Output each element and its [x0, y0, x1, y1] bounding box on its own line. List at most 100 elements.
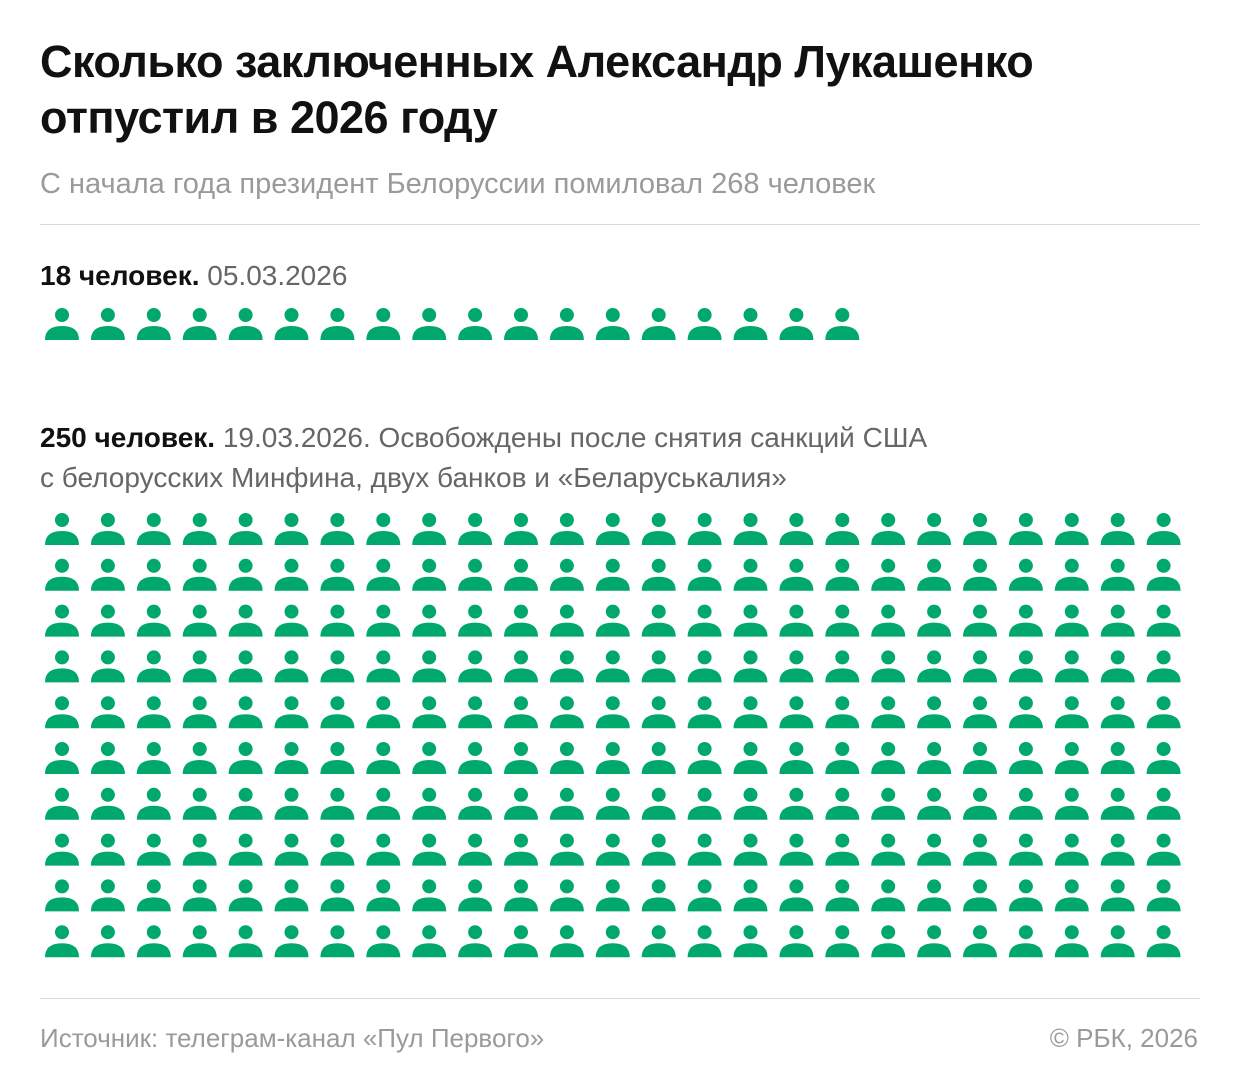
person-icon [825, 604, 860, 637]
person-icon [1100, 650, 1135, 683]
person-icon [90, 742, 125, 774]
person-icon [595, 604, 630, 637]
person-icon [779, 787, 814, 820]
person-icon [871, 513, 906, 545]
person-icon [917, 650, 952, 683]
person-icon [182, 558, 217, 591]
person-icon [733, 696, 768, 729]
person-icon [45, 696, 79, 729]
group-1-date: 05.03.2026 [207, 260, 348, 291]
person-icon [458, 308, 493, 340]
person-icon [779, 879, 814, 912]
person-icon [366, 308, 401, 340]
person-icon [228, 696, 263, 729]
person-icon [504, 604, 538, 637]
person-icon [687, 558, 722, 591]
person-icon [274, 308, 309, 340]
person-icon [136, 513, 171, 545]
person-icon [412, 833, 447, 866]
person-icon [595, 742, 630, 774]
top-divider [40, 224, 1200, 225]
person-icon [733, 833, 768, 866]
person-icon [825, 833, 860, 866]
person-icon [182, 787, 217, 820]
person-icon [90, 650, 125, 683]
person-icon [412, 925, 447, 958]
chart-title: Сколько заключенных Александр Лукашенко … [40, 36, 1034, 143]
person-icon [549, 787, 584, 820]
person-icon [366, 833, 401, 866]
person-icon [1146, 650, 1181, 683]
person-icon [1054, 513, 1089, 545]
person-icon [320, 696, 355, 729]
person-icon [136, 696, 171, 729]
person-icon [963, 925, 997, 958]
person-icon [825, 879, 860, 912]
person-icon [366, 925, 401, 958]
person-icon [963, 879, 997, 912]
person-icon [1008, 650, 1043, 683]
person-icon [1100, 742, 1135, 774]
person-icon [917, 742, 952, 774]
person-icon [504, 833, 538, 866]
person-icon [1054, 833, 1089, 866]
person-icon [504, 742, 538, 774]
person-icon [1100, 925, 1135, 958]
person-icon [871, 925, 906, 958]
person-icon [136, 650, 171, 683]
person-icon [917, 833, 952, 866]
person-icon [320, 650, 355, 683]
person-icon [1146, 513, 1181, 545]
person-icon [917, 787, 952, 820]
person-icon [779, 308, 814, 340]
person-icon [458, 558, 493, 591]
person-icon [687, 696, 722, 729]
person-icon [320, 604, 355, 637]
person-icon [274, 879, 309, 912]
person-icon [504, 787, 538, 820]
person-icon [595, 650, 630, 683]
person-icon [1008, 742, 1043, 774]
person-icon [182, 696, 217, 729]
person-icon [228, 787, 263, 820]
person-icon [1054, 742, 1089, 774]
person-icon [733, 742, 768, 774]
person-icon [687, 604, 722, 637]
person-icon [1100, 558, 1135, 591]
bottom-divider [40, 998, 1200, 999]
person-icon [871, 650, 906, 683]
person-icon [136, 833, 171, 866]
person-icon [320, 513, 355, 545]
person-icon [1100, 604, 1135, 637]
person-icon [274, 696, 309, 729]
person-icon [825, 308, 860, 340]
person-icon [1146, 879, 1181, 912]
person-icon [136, 742, 171, 774]
person-icon [549, 879, 584, 912]
person-icon [320, 833, 355, 866]
person-icon [733, 787, 768, 820]
person-icon [504, 879, 538, 912]
person-icon [549, 833, 584, 866]
group-2-note: 19.03.2026. Освобождены после снятия сан… [222, 422, 928, 453]
person-icon [412, 696, 447, 729]
person-icon [504, 650, 538, 683]
person-icon [595, 558, 630, 591]
person-icon [779, 513, 814, 545]
person-icon [595, 833, 630, 866]
person-icon [825, 787, 860, 820]
person-icon [1146, 787, 1181, 820]
person-icon [687, 742, 722, 774]
person-icon [641, 513, 676, 545]
person-icon [458, 879, 493, 912]
person-icon [963, 742, 997, 774]
person-icon [1054, 604, 1089, 637]
person-icon [641, 308, 676, 340]
person-icon [228, 650, 263, 683]
person-icon [1008, 513, 1043, 545]
person-icon [825, 513, 860, 545]
person-icon [412, 308, 447, 340]
person-icon [182, 925, 217, 958]
person-icon [779, 650, 814, 683]
person-icon [779, 833, 814, 866]
